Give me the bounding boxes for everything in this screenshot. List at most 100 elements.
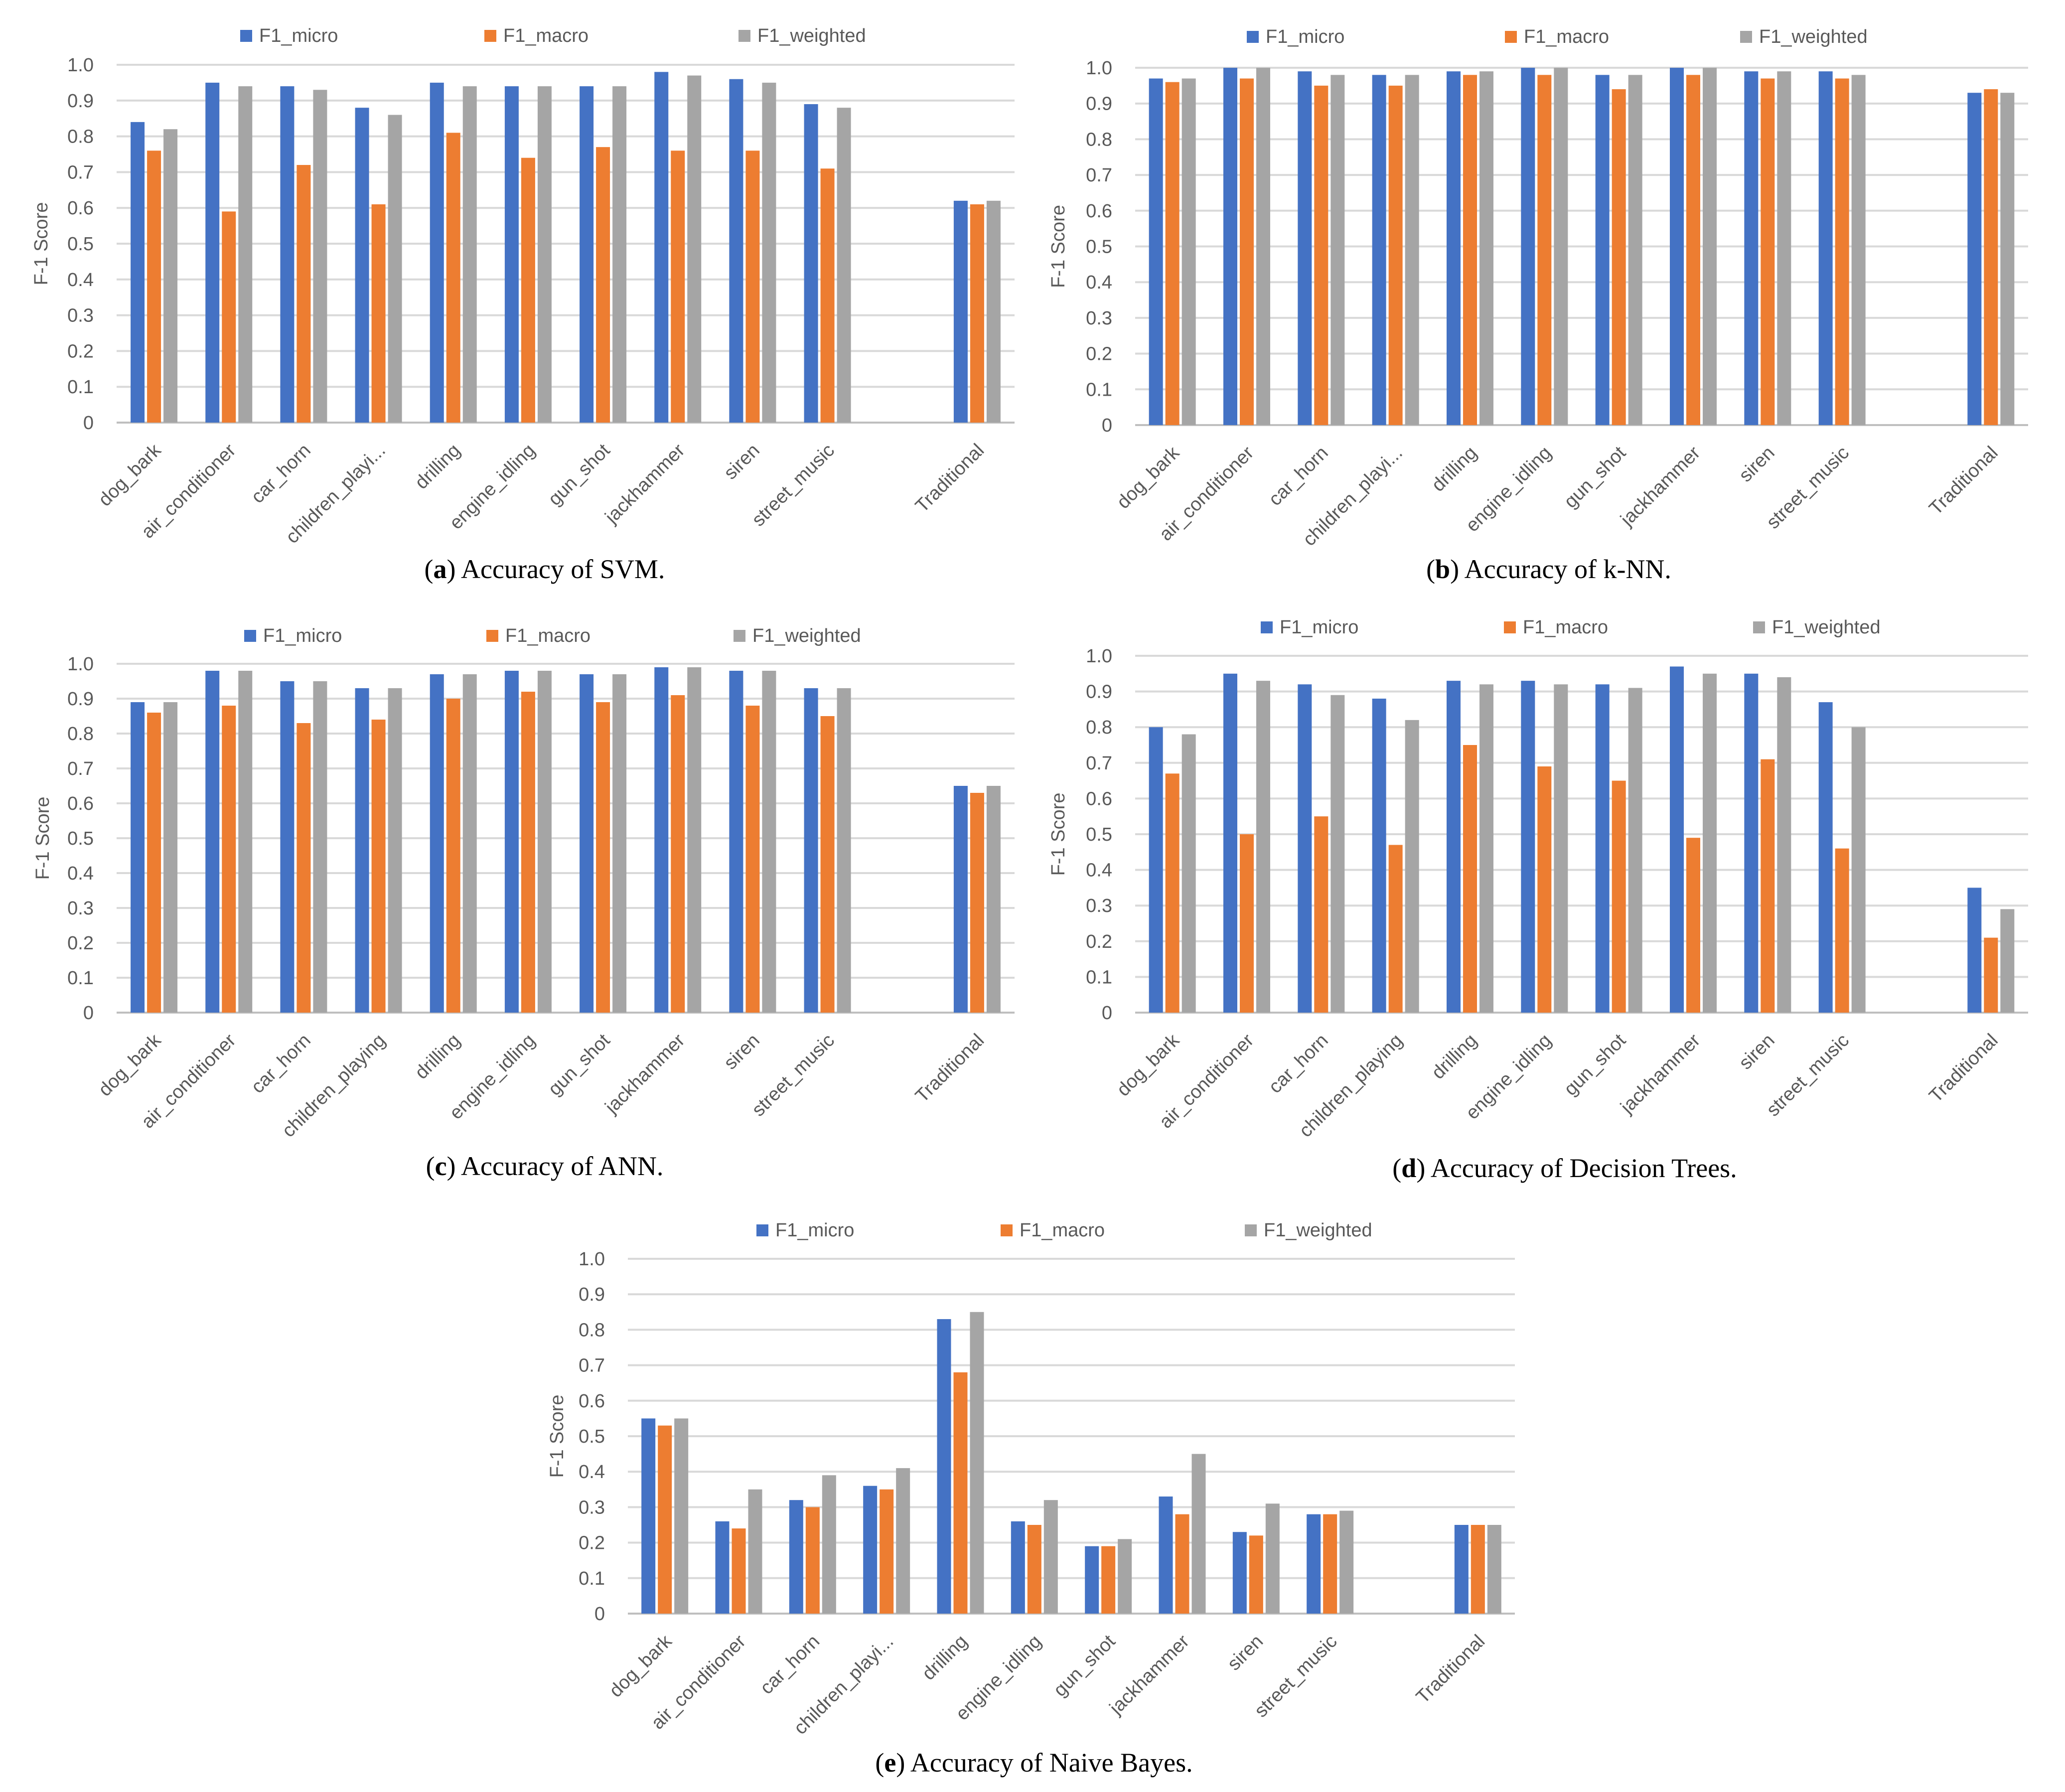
bar-f1-macro: [1835, 848, 1849, 1013]
legend-swatch: [1247, 31, 1259, 43]
x-tick-label: jackhammer: [601, 440, 689, 528]
legend-label: F1_weighted: [1264, 1220, 1372, 1241]
x-tick-label: dog_bark: [1113, 442, 1183, 513]
bar-f1-micro: [1159, 1496, 1173, 1614]
x-tick-label: drilling: [1428, 443, 1481, 496]
bar-f1-macro: [446, 699, 460, 1013]
y-tick-label: 0.3: [67, 305, 94, 326]
x-tick-label: gun_shot: [1560, 1030, 1630, 1100]
bar-f1-micro: [280, 86, 295, 423]
bar-f1-weighted: [687, 75, 702, 423]
bar-f1-micro: [1223, 673, 1237, 1013]
bar-f1-macro: [820, 168, 835, 423]
y-tick-label: 0.4: [1086, 860, 1112, 881]
y-tick-label: 0.8: [67, 127, 94, 148]
bar-f1-macro: [1537, 766, 1552, 1013]
bar-f1-weighted: [612, 86, 627, 423]
bar-f1-weighted: [1339, 1510, 1354, 1614]
bar-f1-micro: [1818, 71, 1833, 426]
bar-f1-micro: [937, 1319, 951, 1614]
caption-letter-close: ): [1450, 554, 1465, 584]
legend-swatch: [486, 630, 498, 642]
caption-letter-close: ): [896, 1748, 910, 1778]
legend-label: F1_macro: [1524, 26, 1609, 47]
y-tick-label: 0: [1102, 415, 1112, 436]
bar-f1-macro: [1463, 75, 1477, 426]
legend-label: F1_micro: [775, 1220, 854, 1241]
bar-f1-weighted: [748, 1489, 762, 1614]
bar-f1-micro: [1149, 727, 1163, 1013]
bar-f1-weighted: [1265, 1503, 1280, 1614]
bar-f1-micro: [715, 1521, 730, 1614]
x-tick-label: car_horn: [247, 440, 315, 508]
bar-f1-weighted: [1118, 1539, 1132, 1614]
bar-f1-weighted: [462, 86, 477, 423]
x-tick-label: jackhammer: [1617, 442, 1705, 530]
y-tick-label: 1.0: [1086, 58, 1112, 79]
caption-letter: (: [426, 1151, 435, 1181]
bar-f1-micro: [580, 86, 594, 423]
bar-f1-micro: [1232, 1532, 1247, 1614]
x-tick-label: drilling: [918, 1631, 972, 1684]
bar-f1-macro: [880, 1489, 894, 1614]
bar-f1-weighted: [762, 82, 776, 423]
bar-f1-micro: [1967, 888, 1982, 1013]
caption-letter-bold: a: [434, 554, 447, 584]
bar-f1-micro: [1298, 71, 1312, 426]
x-tick-label: gun_shot: [1560, 442, 1630, 512]
y-tick-label: 0.4: [67, 270, 94, 291]
bar-f1-macro: [671, 150, 685, 423]
y-tick-label: 0.6: [579, 1391, 605, 1412]
bar-f1-macro: [1761, 78, 1775, 425]
y-tick-label: 0.5: [579, 1426, 605, 1447]
bar-f1-macro: [1686, 838, 1700, 1013]
bar-f1-weighted: [1191, 1454, 1206, 1614]
x-tick-label: Traditional: [1925, 1030, 2002, 1107]
bar-f1-macro: [296, 723, 311, 1013]
bar-f1-macro: [1314, 816, 1328, 1013]
bar-f1-weighted: [1256, 68, 1270, 425]
bar-f1-micro: [1223, 68, 1237, 425]
bar-f1-weighted: [238, 86, 253, 423]
bar-f1-micro: [280, 681, 295, 1013]
caption: (e) Accuracy of Naive Bayes.: [875, 1748, 1192, 1778]
bar-f1-micro: [1670, 666, 1684, 1013]
y-axis-title: F-1 Score: [1048, 793, 1069, 876]
caption-letter-close: ): [1416, 1153, 1431, 1183]
y-tick-label: 0.3: [579, 1497, 605, 1518]
caption-text: Accuracy of ANN.: [461, 1151, 663, 1181]
bar-f1-weighted: [1330, 695, 1345, 1013]
bar-f1-weighted: [313, 681, 327, 1013]
bar-f1-macro: [970, 793, 984, 1013]
x-tick-label: Traditional: [1925, 443, 2002, 519]
x-tick-label: dog_bark: [1113, 1030, 1183, 1100]
bar-f1-weighted: [612, 674, 627, 1013]
bar-f1-weighted: [238, 671, 253, 1013]
bar-f1-weighted: [896, 1468, 910, 1614]
legend-label: F1_macro: [505, 625, 590, 646]
bar-f1-micro: [1744, 71, 1759, 426]
bar-f1-macro: [1323, 1514, 1337, 1614]
y-tick-label: 0: [1102, 1003, 1112, 1024]
bar-f1-weighted: [1405, 720, 1419, 1013]
bar-f1-micro: [729, 671, 743, 1013]
bar-f1-macro: [1388, 85, 1403, 426]
y-tick-label: 0.5: [1086, 237, 1112, 258]
bar-f1-macro: [1984, 937, 1998, 1013]
y-tick-label: 0.1: [67, 377, 94, 398]
legend-label: F1_macro: [1523, 617, 1608, 638]
bar-f1-macro: [296, 165, 311, 423]
caption: (c) Accuracy of ANN.: [426, 1151, 664, 1181]
bar-f1-macro: [953, 1372, 968, 1614]
caption-letter: (: [875, 1748, 884, 1778]
bar-f1-micro: [1298, 684, 1312, 1013]
y-tick-label: 0.9: [67, 689, 94, 710]
bar-f1-weighted: [822, 1475, 836, 1614]
bar-f1-weighted: [1181, 78, 1196, 425]
y-tick-label: 0.6: [1086, 788, 1112, 809]
x-tick-label: car_horn: [247, 1030, 315, 1098]
caption-text: Accuracy of k-NN.: [1465, 554, 1671, 584]
bar-f1-micro: [1011, 1521, 1025, 1614]
y-tick-label: 0.1: [67, 968, 94, 989]
bar-f1-macro: [1537, 75, 1552, 426]
